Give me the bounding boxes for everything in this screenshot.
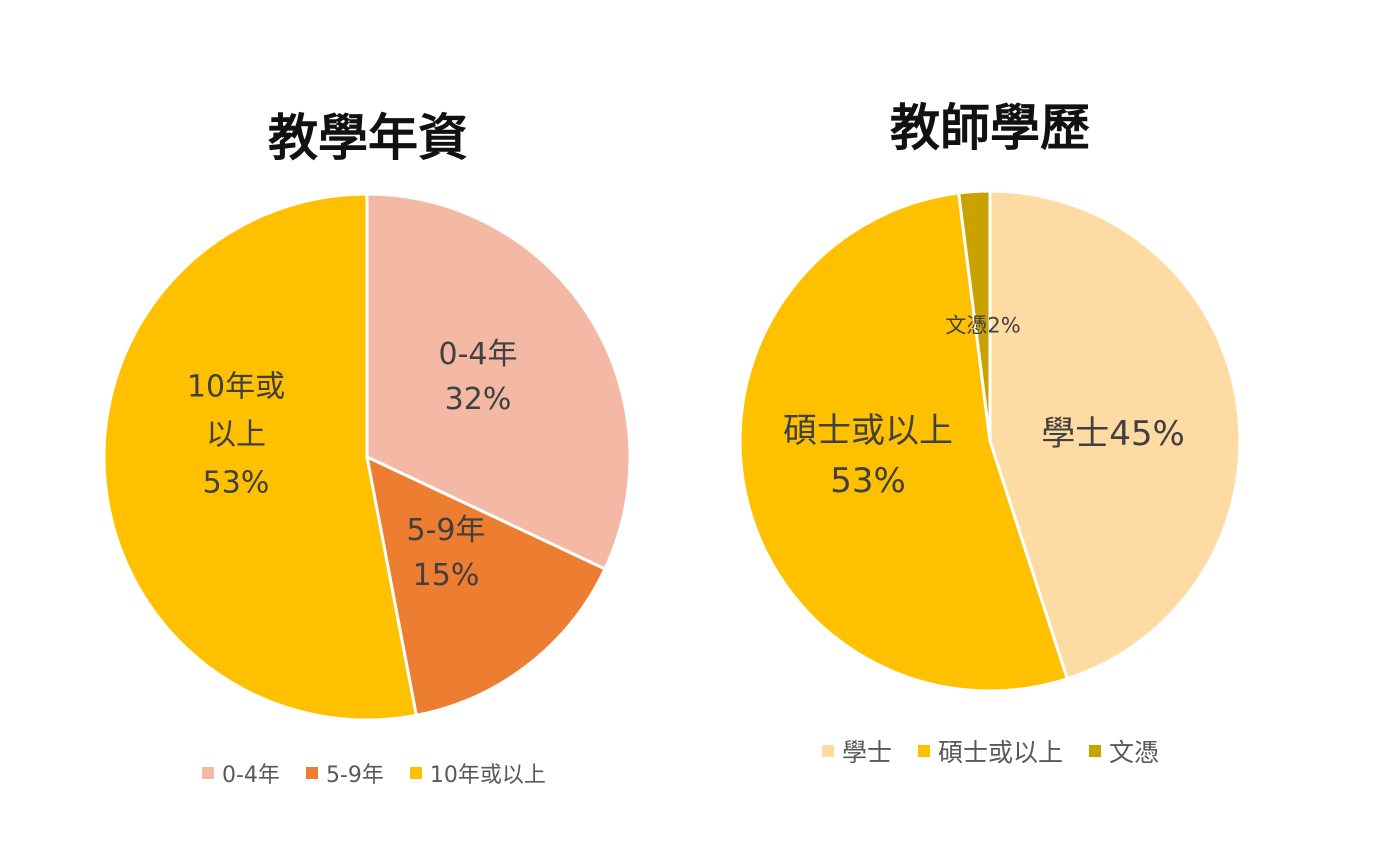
- teaching-years-data-label-1-line-0: 5-9年: [407, 513, 486, 548]
- teacher-education-slice-0: [988, 189, 1242, 681]
- teaching-years-data-label-0-line-0: 0-4年: [439, 337, 518, 372]
- teaching-years-legend-label-0: 0-4年: [222, 763, 280, 788]
- teacher-education-legend-item-2: 文憑: [1089, 733, 1159, 769]
- teacher-education-legend-swatch-2: [1089, 745, 1102, 757]
- teacher-education-slice-1: [738, 191, 1069, 693]
- teaching-years-slice-0: [365, 192, 632, 571]
- teaching-years-data-label-2-line-2: 53%: [203, 466, 270, 501]
- chart-title-teacher-education: 教師學歷: [890, 98, 1090, 157]
- teaching-years-data-label-2-line-0: 10年或: [187, 370, 285, 405]
- teaching-years-data-label-1-line-1: 15%: [413, 558, 480, 593]
- teacher-education-slice-2: [957, 189, 992, 443]
- teaching-years-data-label-0-line-1: 32%: [445, 382, 512, 417]
- teacher-education-data-label-2-line-0: 文憑2%: [945, 313, 1020, 337]
- teacher-education-legend-label-1: 碩士或以上: [938, 738, 1064, 767]
- teacher-education-data-label-1: 碩士或以上 53%: [783, 411, 953, 501]
- teacher-education-legend-swatch-0: [822, 745, 834, 757]
- teaching-years-legend-swatch-1: [305, 767, 318, 779]
- legend-teacher-education: 學士 碩士或以上 文憑: [822, 733, 1159, 769]
- teacher-education-legend-swatch-1: [918, 745, 931, 757]
- teaching-years-data-label-1: 5-9年 15%: [407, 513, 486, 593]
- teacher-education-data-label-1-line-0: 碩士或以上: [783, 411, 953, 451]
- chart-title-teaching-years: 教學年資: [268, 108, 468, 167]
- teaching-years-legend-swatch-0: [202, 767, 214, 779]
- teacher-education-data-label-0-line-0: 學士45%: [1041, 414, 1185, 454]
- teaching-years-legend-label-1: 5-9年: [325, 763, 384, 788]
- teaching-years-legend-item-1: 5-9年: [305, 757, 384, 789]
- teacher-education-legend-label-0: 學士: [842, 738, 893, 767]
- teaching-years-data-label-0: 0-4年 32%: [439, 337, 518, 417]
- legend-teaching-years: 0-4年 5-9年 10年或以上: [202, 757, 546, 789]
- teaching-years-legend-item-2: 10年或以上: [409, 757, 546, 789]
- teacher-education-legend-item-0: 學士: [822, 733, 892, 769]
- teaching-years-legend-item-0: 0-4年: [202, 757, 280, 789]
- teacher-education-data-label-1-line-1: 53%: [830, 461, 906, 501]
- teaching-years-slice-1: [365, 455, 607, 717]
- teacher-education-legend-label-2: 文憑: [1109, 738, 1160, 767]
- teaching-years-slice-2: [102, 192, 418, 722]
- teacher-education-legend-item-1: 碩士或以上: [918, 733, 1063, 769]
- teaching-years-legend-swatch-2: [409, 767, 422, 779]
- teaching-years-data-label-2-line-1: 以上: [206, 418, 266, 453]
- teaching-years-data-label-2: 10年或以上 53%: [187, 370, 285, 501]
- teacher-education-data-label-0: 學士45%: [1041, 414, 1185, 454]
- teacher-education-data-label-2: 文憑2%: [945, 313, 1020, 337]
- teaching-years-legend-label-2: 10年或以上: [429, 763, 546, 788]
